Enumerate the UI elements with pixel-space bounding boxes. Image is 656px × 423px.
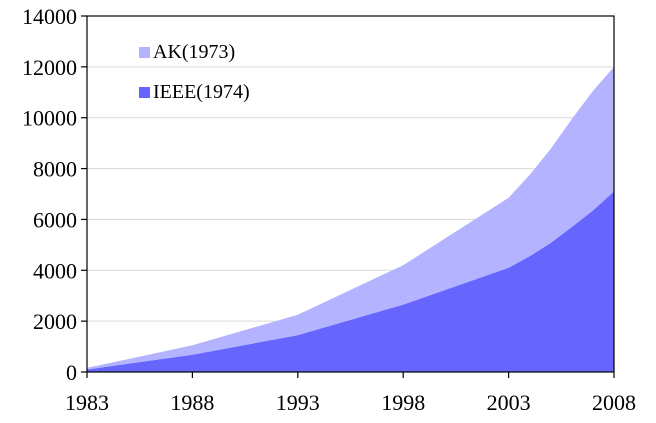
x-tick-label-2008: 2008 [592, 390, 636, 415]
y-tick-label-4000: 4000 [33, 258, 77, 283]
x-tick-label-1988: 1988 [170, 390, 214, 415]
legend-label-ieee-1974: IEEE(1974) [153, 81, 250, 103]
x-tick-label-1983: 1983 [65, 390, 109, 415]
y-tick-label-0: 0 [66, 360, 77, 385]
area-series-ak-1973 [87, 66, 614, 370]
axes [81, 15, 615, 378]
area-series-ieee-1974 [87, 191, 614, 372]
legend-label-ak-1973: AK(1973) [153, 41, 235, 63]
x-tick-labels: 1983 1988 1993 1998 2003 2008 [65, 390, 636, 415]
legend: AK(1973) IEEE(1974) [139, 41, 250, 103]
y-tick-label-6000: 6000 [33, 207, 77, 232]
y-tick-label-12000: 12000 [22, 55, 77, 80]
plot-frame [86, 15, 615, 373]
y-tick-label-2000: 2000 [33, 309, 77, 334]
x-tick-label-1993: 1993 [276, 390, 320, 415]
legend-swatch-ak-1973 [139, 47, 150, 58]
y-tick-label-8000: 8000 [33, 157, 77, 182]
x-tick-label-2003: 2003 [487, 390, 531, 415]
y-tick-labels: 0 2000 4000 6000 8000 10000 12000 14000 [22, 4, 77, 385]
area-series [87, 66, 614, 372]
legend-swatch-ieee-1974 [139, 87, 150, 98]
y-tick-label-10000: 10000 [22, 106, 77, 131]
x-tick-label-1998: 1998 [381, 390, 425, 415]
y-tick-label-14000: 14000 [22, 4, 77, 29]
